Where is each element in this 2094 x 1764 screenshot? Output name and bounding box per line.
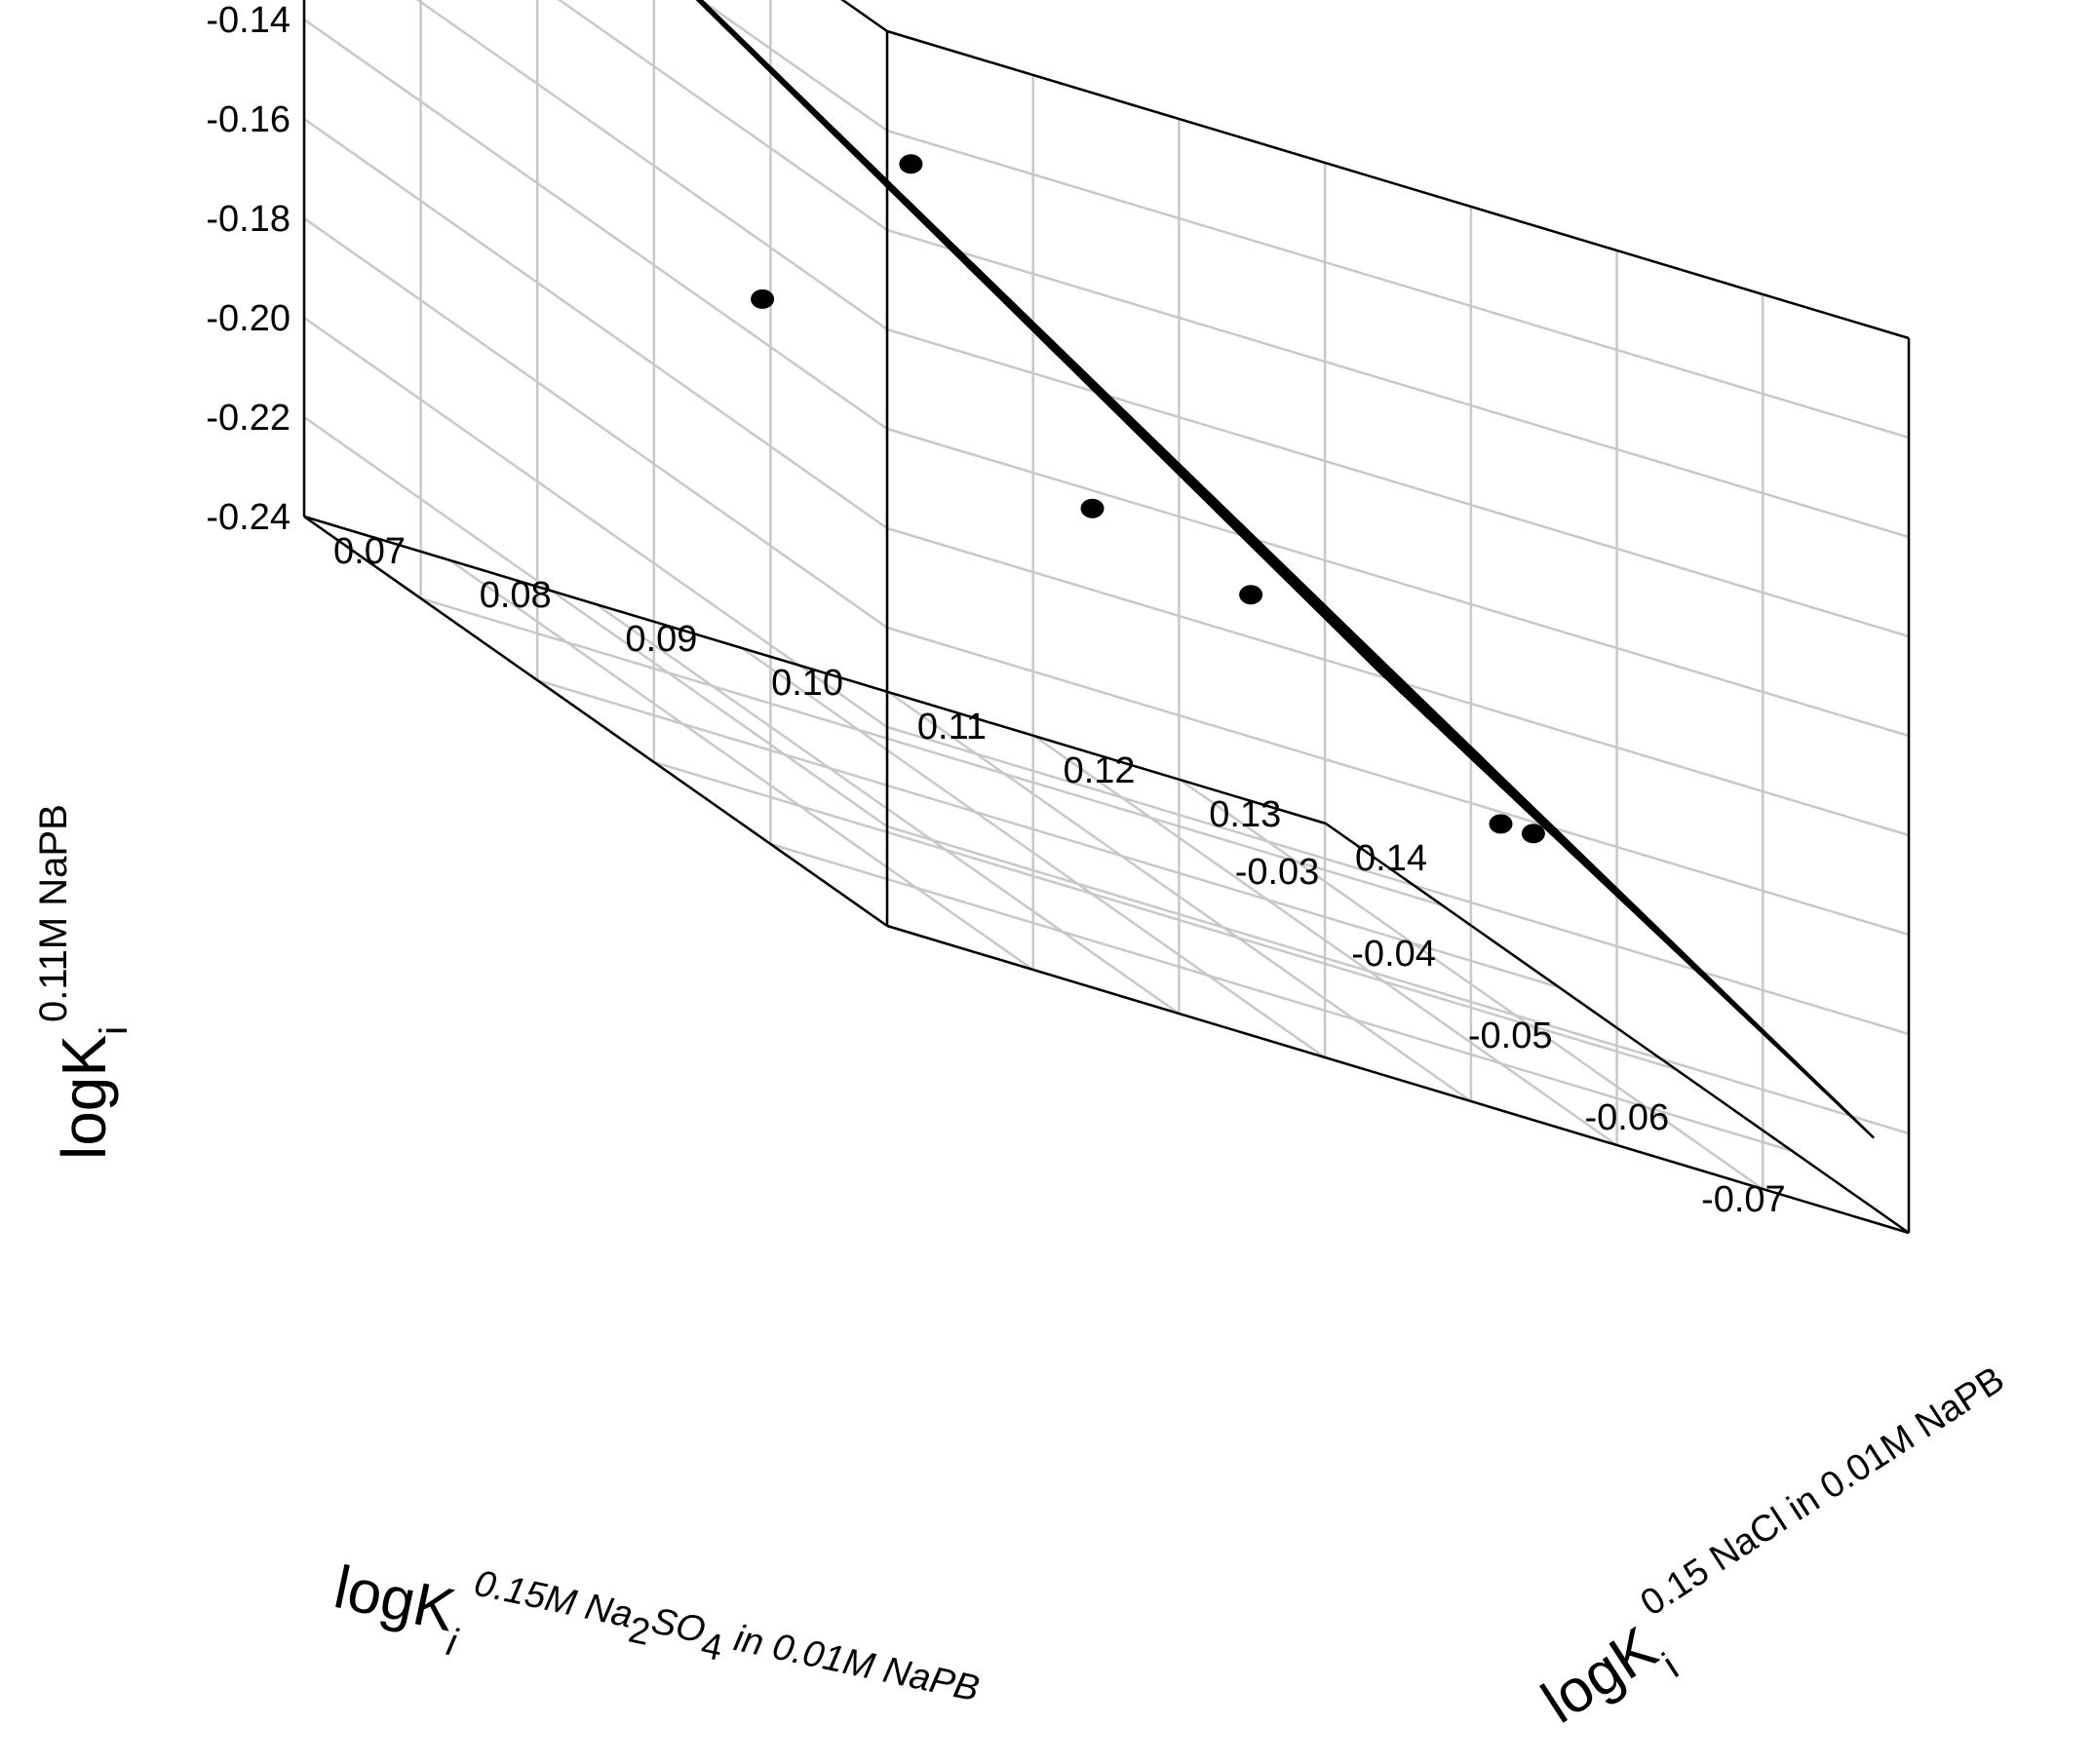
x-tick-label: -0.06 [1584,1097,1669,1138]
y-tick-label: 0.11 [917,707,987,748]
surface-outline [695,0,1876,1139]
z-tick-label: -0.18 [206,199,291,240]
x-tick-label: -0.04 [1351,934,1436,975]
grid-line [303,216,888,630]
z-tick-label: -0.20 [206,298,291,339]
surface-grid-line [1213,508,1719,988]
grid-line [303,415,888,828]
surface-grid-line [698,0,1529,812]
x-tick-label: -0.05 [1468,1016,1553,1056]
grid-line [653,760,1677,1071]
grid-line [303,18,888,431]
grid-line [699,0,888,133]
surface-grid-line [1048,345,1563,836]
grid-line [1179,778,1764,1191]
z-tick-label: -0.14 [206,0,291,41]
surface-grid-line [1295,589,1797,1063]
y-tick-label: 0.09 [625,619,697,660]
y-tick-labels: 0.07 0.08 0.09 0.10 0.11 0.12 0.13 0.14 [333,531,1427,879]
surface-grid-line [697,0,1454,743]
surface-grid-line [1130,427,1641,912]
grid-line [415,0,888,331]
grid-line [770,842,1793,1153]
z-axis-label: logKi0.11M NaPB [32,804,136,1160]
grid-line [886,427,1910,738]
grid-line [886,228,1910,539]
data-point [1489,814,1513,834]
surface-grid-line [699,0,1603,882]
y-tick-label: 0.07 [333,531,406,572]
y-tick-label: 0.10 [771,663,843,704]
grid-line [536,678,1560,989]
grid-lines [302,0,1911,1235]
z-tick-label: -0.16 [206,99,291,140]
fitted-surface [695,0,1876,1139]
grid-line [741,646,1326,1059]
data-point [1239,585,1263,605]
x-tick-label: -0.03 [1235,852,1320,893]
y-tick-label: 0.13 [1209,794,1281,835]
x-tick-label: -0.07 [1701,1179,1786,1220]
surface-grid-line [696,0,1429,719]
x-tick-labels: -0.07 -0.06 -0.05 -0.04 -0.03 [1235,852,1786,1220]
grid-line [448,558,1034,972]
y-tick-label: 0.12 [1064,750,1136,791]
grid-line [420,596,1443,907]
data-point [751,288,775,309]
y-tick-label: 0.08 [480,575,552,616]
z-tick-label: -0.22 [206,398,291,439]
axis-edge [886,924,1910,1235]
y-axis-label: logKi0.15 NaCl in 0.01M NaPB [1520,1359,2046,1751]
grid-line [886,626,1910,937]
axis-edge [886,29,1910,340]
grid-line [886,327,1910,638]
z-tick-label: -0.24 [206,497,291,538]
data-point [899,154,923,174]
surface-grid-line [698,0,1094,381]
grid-line [1032,734,1618,1147]
grid-line [886,129,1910,440]
axis-edge [303,515,888,928]
data-point [1080,498,1105,518]
y-tick-label: 0.14 [1355,838,1427,879]
axis-frame [302,0,1911,1235]
grid-line [887,690,1472,1103]
surface-grid-line [699,0,1578,859]
grid-line [557,0,888,232]
axis-edge [1325,822,1910,1235]
axis-edge [303,515,1327,825]
x-axis-label: logKi0.15M Na2SO4 in 0.01M NaPB [325,1535,983,1764]
z-tick-labels: -0.06-0.08-0.10-0.12-0.14-0.16-0.18-0.20… [206,0,291,538]
data-points [751,154,1545,844]
grid-line [886,725,1910,1036]
data-point [1521,824,1545,844]
grid-line [886,824,1910,1135]
grid-line [303,316,888,729]
grid-line [303,117,888,530]
